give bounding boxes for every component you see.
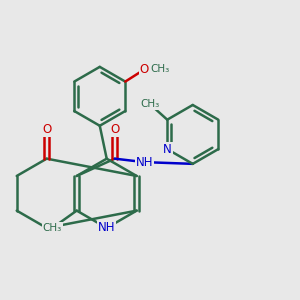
Text: N: N [163,142,172,156]
Text: O: O [110,123,119,136]
Text: O: O [42,123,51,136]
Text: O: O [140,63,149,76]
Text: NH: NH [136,156,153,169]
Text: NH: NH [98,221,116,234]
Text: CH₃: CH₃ [140,99,160,109]
Text: CH₃: CH₃ [43,223,62,233]
Text: CH₃: CH₃ [150,64,170,74]
